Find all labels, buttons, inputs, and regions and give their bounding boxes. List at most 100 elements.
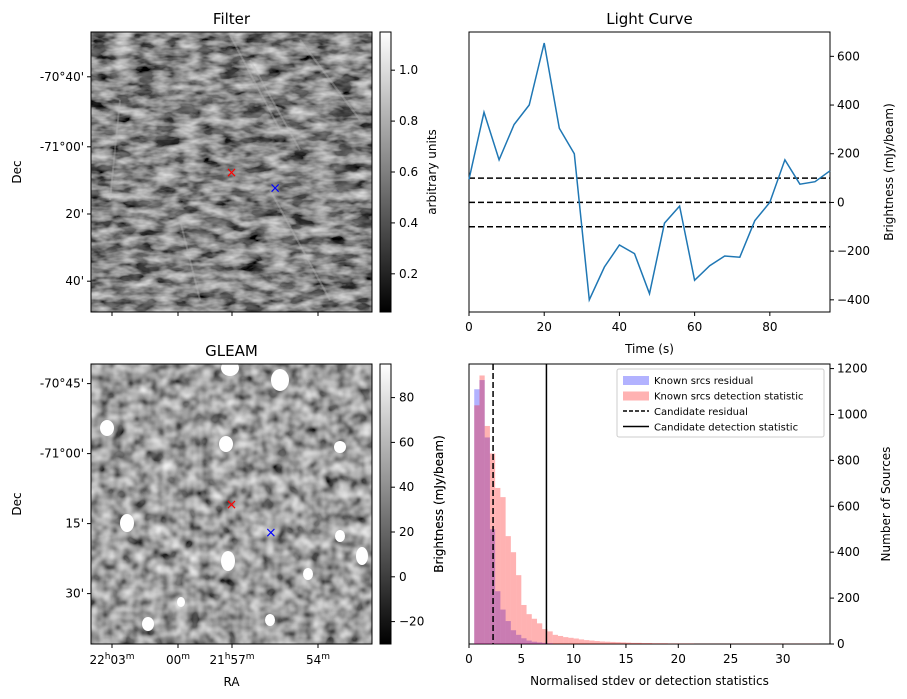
histogram-bar-residual <box>489 529 496 644</box>
filter-ytick-label: 20' <box>65 207 84 221</box>
histogram-bar-detection <box>500 497 506 644</box>
histogram-bar-detection <box>563 637 569 644</box>
filter-marker: × <box>226 165 238 181</box>
histogram-xtick-label: 0 <box>465 652 473 666</box>
histogram-xtick-label: 10 <box>566 652 581 666</box>
gleam-ytick-label: -71°00' <box>40 447 84 461</box>
filter-cbar-tick-label: 0.6 <box>399 165 418 179</box>
gleam-cbar-tick-label: 60 <box>399 435 414 449</box>
histogram-bar-residual <box>500 609 506 644</box>
lightcurve-ylabel: Brightness (mJy/beam) <box>882 103 896 241</box>
histogram-ytick-label: 1000 <box>837 407 868 421</box>
histogram-bar-detection <box>542 629 548 644</box>
gleam-xtick-label: 54m <box>306 652 330 667</box>
filter-cbar-tick-label: 0.8 <box>399 114 418 128</box>
gleam-xtick-label: 22h03m <box>89 652 134 667</box>
gleam-ytick-label: 15' <box>65 517 84 531</box>
filter-image <box>91 32 372 312</box>
histogram-ytick-label: 200 <box>837 591 860 605</box>
histogram-bar-detection <box>599 641 606 644</box>
histogram-bar-detection <box>615 642 621 644</box>
gleam-title: GLEAM <box>205 342 258 360</box>
histogram-ytick-label: 1200 <box>837 362 868 376</box>
histogram-bar-detection <box>662 643 668 644</box>
histogram-bar-detection <box>484 425 490 644</box>
histogram-bar-detection <box>636 642 642 644</box>
lightcurve-ytick-label: 0 <box>837 195 845 209</box>
histogram-bar-residual <box>537 642 543 644</box>
histogram-bar-residual <box>484 437 490 644</box>
histogram-ylabel: Number of Sources <box>879 447 893 562</box>
gleam-cbar-tick-label: 0 <box>399 570 407 584</box>
gleam-xtick-label: 00m <box>166 652 190 667</box>
lightcurve-frame <box>468 31 831 313</box>
histogram-bar-detection <box>521 604 527 644</box>
lightcurve-ytick-label: 200 <box>837 147 860 161</box>
histogram-bar-detection <box>605 641 611 644</box>
histogram-bar-detection <box>594 641 600 644</box>
filter-cbar-tick-label: 0.4 <box>399 216 418 230</box>
filter-cbar-tick-label: 0.2 <box>399 267 418 281</box>
histogram-ytick-label: 800 <box>837 453 860 467</box>
filter-ytick-label: -70°40' <box>40 70 84 84</box>
histogram-legend-label: Candidate detection statistic <box>654 423 798 434</box>
histogram-bar-residual <box>521 638 527 644</box>
histogram-legend-box <box>616 368 825 438</box>
lightcurve-xtick-label: 40 <box>612 320 627 334</box>
histogram-bar-detection <box>547 631 553 644</box>
gleam-cbar-tick-label: 20 <box>399 525 414 539</box>
histogram-bar-detection <box>474 405 480 644</box>
histogram-bar-residual <box>542 642 548 644</box>
histogram-legend-label: Known srcs residual <box>654 376 753 387</box>
gleam-xlabel: RA <box>223 675 240 689</box>
lightcurve-series-line <box>468 42 831 303</box>
filter-title: Filter <box>213 10 251 28</box>
histogram-bar-residual <box>495 591 501 644</box>
histogram-bar-detection <box>625 642 632 644</box>
filter-ylabel: Dec <box>10 160 24 183</box>
histogram-legend-label: Known srcs detection statistic <box>654 392 803 403</box>
histogram-bar-detection <box>641 643 647 644</box>
gleam-cbar-tick-label: −20 <box>399 615 424 629</box>
histogram-bar-detection <box>516 575 522 644</box>
histogram-xtick-label: 30 <box>775 652 790 666</box>
histogram-bar-detection <box>620 642 626 644</box>
histogram-legend-swatch <box>623 391 649 401</box>
histogram-bar-detection <box>652 643 658 644</box>
gleam-ytick-label: -70°45' <box>40 377 84 391</box>
histogram-bar-detection <box>510 552 517 644</box>
histogram-bar-residual <box>516 634 522 644</box>
histogram-left-axis-label: Brightness (mJy/beam) <box>432 435 446 573</box>
filter-panel: Filter ×× -70°40'-71°00'20'40' Dec 0.20.… <box>10 10 439 316</box>
histogram-legend-label: Candidate residual <box>654 407 748 418</box>
histogram-bar-detection <box>495 487 501 644</box>
histogram-bar-detection <box>589 640 595 644</box>
lightcurve-ytick-label: −400 <box>837 293 870 307</box>
gleam-marker: × <box>226 497 238 513</box>
filter-marker: × <box>269 180 281 196</box>
histogram-bar-detection <box>610 641 616 644</box>
histogram-ytick-label: 400 <box>837 545 860 559</box>
histogram-bar-detection <box>505 536 511 644</box>
histogram-bar-residual <box>526 640 532 644</box>
histogram-panel: 0 5 10 15 20 25 30 0 200 400 600 800 1000 1200 Norma… <box>432 362 893 688</box>
lightcurve-xtick-label: 0 <box>465 320 473 334</box>
gleam-panel: GLEAM ×× -70°45'-71°00'15'30' 22h03 <box>10 342 446 689</box>
histogram-bar-residual <box>531 641 538 644</box>
histogram-bar-detection <box>573 638 579 644</box>
lightcurve-ytick-label: 600 <box>837 49 860 63</box>
histogram-xtick-label: 15 <box>618 652 633 666</box>
histogram-bar-detection <box>631 642 637 644</box>
histogram-bar-detection <box>552 634 558 644</box>
gleam-colorbar-label: Brightness (mJy/beam) <box>432 435 446 573</box>
gleam-marker: × <box>265 525 277 541</box>
histogram-bar-detection <box>537 623 543 644</box>
histogram-bar-residual <box>505 621 511 644</box>
lightcurve-ytick-label: 400 <box>837 98 860 112</box>
histogram-bar-residual <box>510 630 517 644</box>
histogram-xtick-label: 20 <box>671 652 686 666</box>
histogram-xtick-label: 5 <box>517 652 525 666</box>
lightcurve-xtick-label: 60 <box>687 320 702 334</box>
lightcurve-title: Light Curve <box>606 10 692 28</box>
